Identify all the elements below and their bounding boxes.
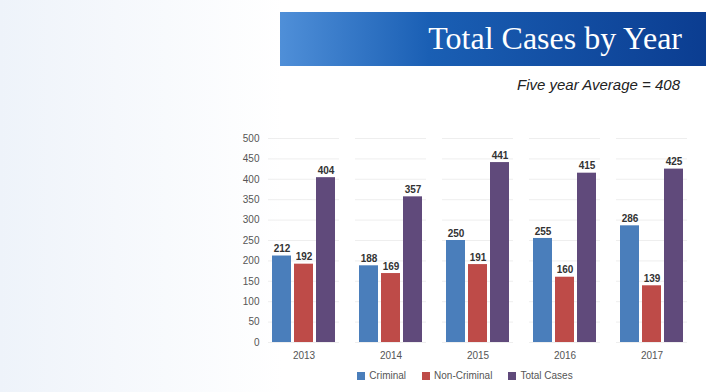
svg-text:500: 500 [243,133,260,144]
html-text:Total Cases: Total Cases [520,370,573,381]
svg-text:350: 350 [243,194,260,205]
svg-text:450: 450 [243,153,260,164]
svg-text:160: 160 [557,264,574,275]
svg-text:212: 212 [274,243,291,254]
svg-text:192: 192 [296,251,313,262]
svg-text:404: 404 [318,165,335,176]
svg-text:250: 250 [448,228,465,239]
svg-text:200: 200 [243,255,260,266]
svg-text:188: 188 [361,253,378,264]
svg-text:441: 441 [492,150,509,161]
svg-text:255: 255 [535,226,552,237]
html-text:Non-Criminal: Non-Criminal [434,370,493,381]
svg-text:400: 400 [243,174,260,185]
svg-text:150: 150 [243,276,260,287]
html-text:Five year Average = 408: Five year Average = 408 [517,76,680,93]
svg-text:2015: 2015 [467,350,490,361]
svg-text:300: 300 [243,214,260,225]
svg-text:0: 0 [254,337,260,348]
svg-text:286: 286 [622,213,639,224]
svg-text:2017: 2017 [641,350,664,361]
html-text:Total Cases by Year: Total Cases by Year [428,20,682,56]
svg-text:2013: 2013 [293,350,316,361]
svg-text:50: 50 [248,316,260,327]
html-text:Criminal: Criminal [369,370,406,381]
svg-text:2014: 2014 [380,350,403,361]
svg-text:357: 357 [405,184,422,195]
svg-text:2016: 2016 [554,350,577,361]
svg-text:191: 191 [470,252,487,263]
svg-text:100: 100 [243,296,260,307]
svg-text:169: 169 [383,261,400,272]
svg-text:415: 415 [579,160,596,171]
svg-text:139: 139 [644,273,661,284]
svg-text:250: 250 [243,235,260,246]
svg-text:425: 425 [666,156,683,167]
